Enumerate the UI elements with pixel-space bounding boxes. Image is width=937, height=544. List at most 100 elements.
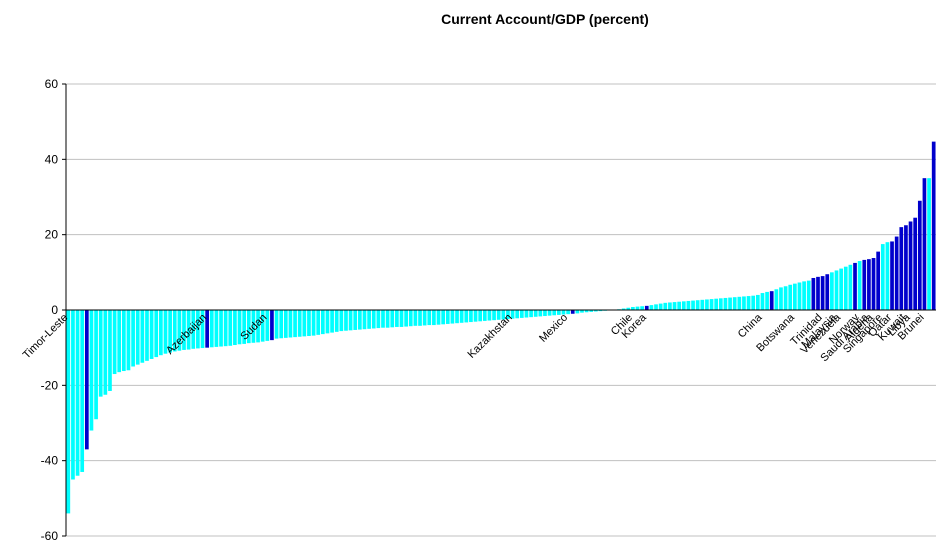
y-tick-label: 20 [45,228,59,242]
y-tick-label: 0 [51,303,58,317]
bar [145,310,149,361]
bar [413,310,418,326]
bar [718,298,723,310]
bar [482,310,487,321]
bar [922,178,927,310]
bar [793,283,797,310]
bar [927,178,931,310]
bar [395,310,399,327]
bar [737,296,742,310]
bar [765,291,769,310]
bar [751,295,756,310]
bar [876,251,881,310]
bar [432,310,436,326]
bar [631,306,635,310]
bar [251,310,256,343]
y-tick-label: -40 [41,454,59,468]
bar [279,310,284,339]
bar [742,296,746,310]
bar [834,270,839,310]
bar [700,299,705,310]
bar [649,305,654,310]
bar [478,310,483,322]
bar [714,298,719,310]
bar [283,310,288,338]
bar [256,310,260,343]
bar [529,310,533,318]
bar [450,310,455,324]
bar [811,277,816,310]
bar [584,310,589,313]
bar [302,310,307,337]
bar [325,310,330,334]
bar [265,310,270,341]
bar [783,286,788,310]
bar [515,310,520,319]
bar [418,310,422,326]
bar [293,310,297,338]
bar [103,310,108,395]
bar [404,310,408,327]
bar [774,289,779,310]
bar [344,310,348,331]
bar [681,301,686,310]
chart-title: Current Account/GDP (percent) [441,11,649,27]
bar [376,310,381,329]
bar [816,276,820,310]
bar [779,287,783,310]
bar [246,310,251,344]
bar [788,284,793,310]
bar [686,300,691,310]
bar [131,310,135,367]
bar [806,280,811,310]
bar [570,310,575,314]
bar [894,236,899,310]
bar [830,272,834,310]
bar [75,310,80,476]
bar [385,310,390,328]
bar [159,310,163,356]
bar [598,310,603,312]
bar [445,310,450,324]
bar [635,306,640,310]
y-tick-label: 60 [45,77,59,91]
bar [913,217,918,310]
bar [709,299,714,310]
bar [496,310,501,320]
bar [506,310,510,320]
bar [917,200,922,310]
bar [219,310,223,347]
bar [797,282,802,310]
y-tick-label: 40 [45,152,59,166]
x-tick-label: Timor-Leste [21,312,71,362]
bar [663,302,668,310]
bar [228,310,233,346]
bar [908,221,913,310]
bar [126,310,131,371]
bar [233,310,237,346]
bar [853,262,857,310]
y-tick-label: -60 [41,529,59,543]
bar [371,310,376,329]
bar [487,310,492,321]
bar [580,310,584,313]
bar [182,310,186,350]
bar [820,276,825,310]
bar [672,302,677,310]
bar [755,294,760,310]
bar [205,310,209,348]
bar [594,310,598,312]
bar [825,274,830,310]
bar [626,307,631,310]
bar [311,310,316,336]
bar [839,268,843,310]
bar [885,242,890,310]
bar [223,310,228,347]
bar [589,310,594,312]
bar [71,310,75,480]
x-tick-label: China [736,311,765,340]
bar [459,310,464,323]
bar [867,259,871,310]
bar [191,310,196,349]
bar [200,310,205,349]
